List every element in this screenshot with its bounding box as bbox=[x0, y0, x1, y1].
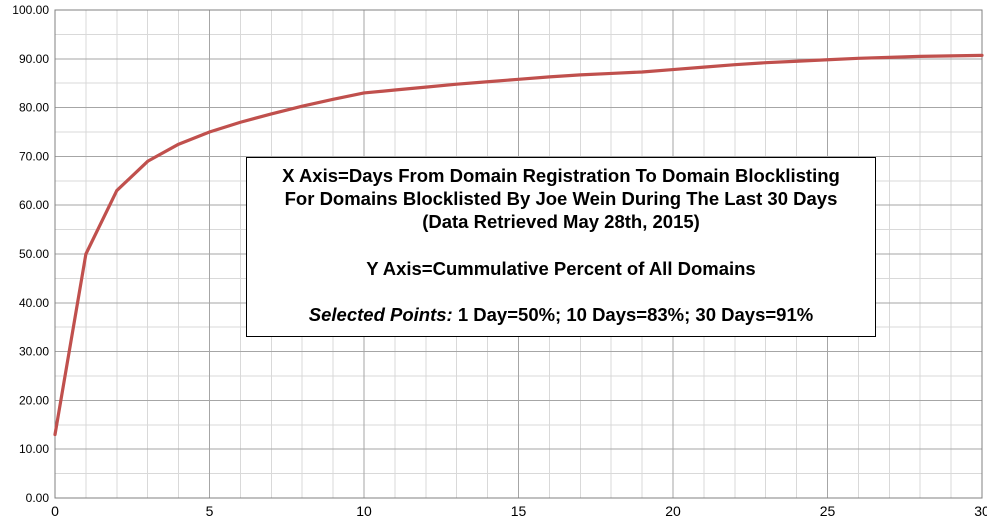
annotation-line: X Axis=Days From Domain Registration To … bbox=[257, 164, 865, 187]
svg-text:50.00: 50.00 bbox=[19, 247, 49, 261]
svg-text:30.00: 30.00 bbox=[19, 345, 49, 359]
svg-text:20: 20 bbox=[665, 503, 681, 519]
svg-text:90.00: 90.00 bbox=[19, 52, 49, 66]
svg-text:0: 0 bbox=[51, 503, 59, 519]
svg-text:10.00: 10.00 bbox=[19, 442, 49, 456]
annotation-line bbox=[257, 233, 865, 256]
svg-text:40.00: 40.00 bbox=[19, 296, 49, 310]
chart-annotation: X Axis=Days From Domain Registration To … bbox=[246, 157, 876, 337]
svg-text:0.00: 0.00 bbox=[26, 491, 50, 505]
annotation-line: For Domains Blocklisted By Joe Wein Duri… bbox=[257, 187, 865, 210]
svg-text:10: 10 bbox=[356, 503, 372, 519]
annotation-line bbox=[257, 280, 865, 303]
svg-text:15: 15 bbox=[511, 503, 527, 519]
svg-text:100.00: 100.00 bbox=[12, 3, 49, 17]
annotation-line: Y Axis=Cummulative Percent of All Domain… bbox=[257, 257, 865, 280]
svg-text:25: 25 bbox=[820, 503, 836, 519]
svg-text:80.00: 80.00 bbox=[19, 101, 49, 115]
annotation-line: (Data Retrieved May 28th, 2015) bbox=[257, 210, 865, 233]
annotation-selected-points: Selected Points: 1 Day=50%; 10 Days=83%;… bbox=[257, 303, 865, 326]
svg-text:5: 5 bbox=[206, 503, 214, 519]
svg-text:60.00: 60.00 bbox=[19, 198, 49, 212]
chart-container: 0.00 10.00 20.00 30.00 40.00 50.00 60.00 70.00 8… bbox=[0, 0, 987, 521]
svg-text:70.00: 70.00 bbox=[19, 149, 49, 163]
svg-text:30: 30 bbox=[974, 503, 987, 519]
svg-text:20.00: 20.00 bbox=[19, 393, 49, 407]
